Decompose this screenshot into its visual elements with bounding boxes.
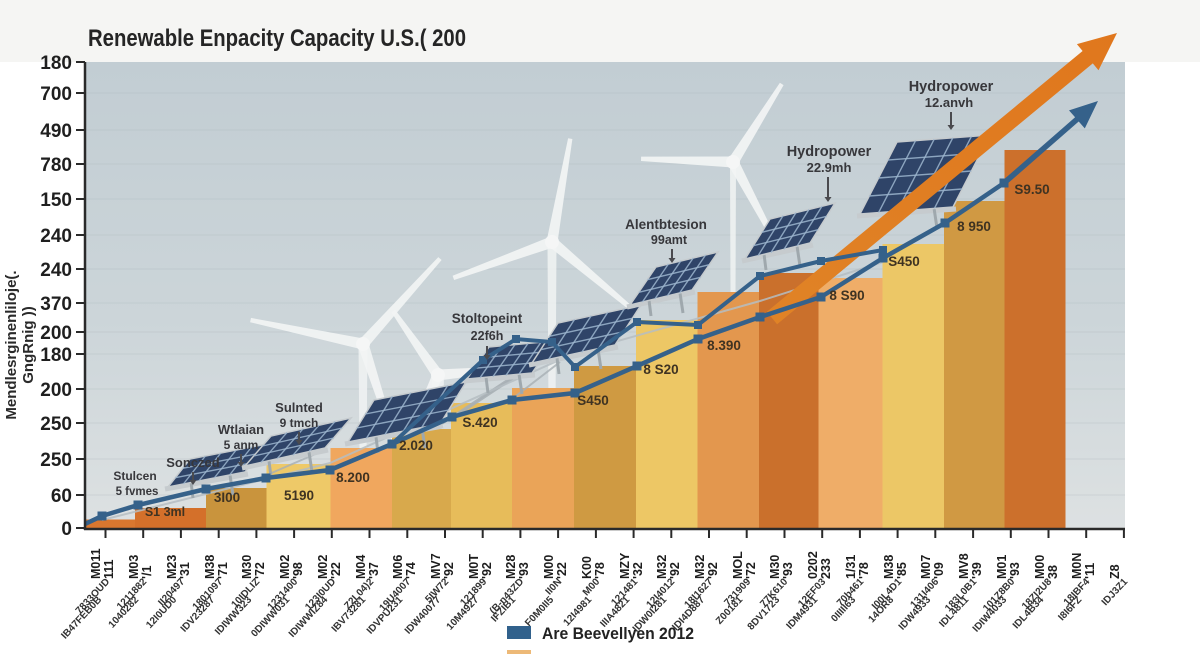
svg-text:780: 780 [40,155,72,176]
svg-text:240: 240 [40,260,72,281]
svg-text:MOL'72: MOL'72 [731,551,758,579]
svg-text:K00'78: K00'78 [580,556,607,579]
svg-text:M0T'92: M0T'92 [467,554,494,579]
svg-text:8.390: 8.390 [707,338,741,353]
svg-text:MV8'39: MV8'39 [957,553,984,579]
svg-text:5190: 5190 [284,488,314,503]
svg-text:Wtlaian: Wtlaian [218,422,264,437]
svg-text:0: 0 [61,519,72,540]
svg-text:99amt: 99amt [651,233,688,247]
svg-text:M32'92: M32'92 [693,555,720,579]
svg-text:180: 180 [40,345,72,366]
svg-text:12.anvh: 12.anvh [925,95,973,110]
svg-text:490: 490 [40,121,72,142]
svg-text:M04'37: M04'37 [354,555,381,579]
svg-text:Renewable Enpacity Capacity U.: Renewable Enpacity Capacity U.S.( 200 [88,25,466,52]
svg-text:M02'22: M02'22 [316,555,343,579]
svg-text:250: 250 [40,450,72,471]
svg-text:MV7'92: MV7'92 [429,553,456,579]
svg-text:S450: S450 [577,393,609,408]
svg-text:M38'85: M38'85 [882,555,909,579]
svg-text:Are Beevellyen 2012: Are Beevellyen 2012 [542,624,694,643]
svg-text:S.420: S.420 [462,415,497,430]
svg-text:5 fvmes: 5 fvmes [116,486,159,498]
svg-text:700: 700 [40,84,72,105]
svg-text:60: 60 [51,486,72,507]
svg-text:M03'/1: M03'/1 [127,555,154,579]
svg-text:M30'93: M30'93 [768,555,795,579]
svg-text:8 950: 8 950 [957,219,991,234]
svg-text:M011111: M011111 [89,548,116,579]
svg-text:Sulnted: Sulnted [275,400,323,415]
svg-text:M23'31: M23'31 [165,555,192,579]
svg-text:22f6h: 22f6h [471,329,504,343]
svg-text:5 anm: 5 anm [224,438,259,452]
svg-text:Mendlesrginenliloje(.: Mendlesrginenliloje(. [3,270,20,419]
svg-text:8 S90: 8 S90 [829,288,864,303]
svg-text:M01'93: M01'93 [995,555,1022,579]
svg-text:9 tmch: 9 tmch [280,416,319,430]
svg-text:8.200: 8.200 [336,470,370,485]
svg-text:2.020: 2.020 [399,438,433,453]
svg-text:240: 240 [40,226,72,247]
svg-text:Hydropower: Hydropower [909,79,994,95]
svg-text:Stulcen: Stulcen [113,469,156,483]
svg-text:GngRnig )): GngRnig )) [20,306,37,383]
svg-text:Sonczed: Sonczed [166,455,220,470]
svg-text:250: 250 [40,414,72,435]
svg-text:M00'22: M00'22 [542,555,569,579]
svg-text:M30'72: M30'72 [240,555,267,579]
svg-text:1/31'78: 1/31'78 [844,555,871,579]
svg-text:Alentbtesion: Alentbtesion [625,217,707,232]
svg-text:MZY'32: MZY'32 [618,552,645,579]
svg-text:M02'98: M02'98 [278,555,305,579]
svg-text:22.9mh: 22.9mh [807,160,852,175]
svg-text:180: 180 [40,53,72,74]
svg-text:370: 370 [40,294,72,315]
svg-text:M38'71: M38'71 [203,555,230,579]
svg-text:0202233: 0202233 [806,551,833,579]
svg-text:M06'74: M06'74 [391,555,418,579]
svg-text:M28'93: M28'93 [504,555,531,579]
svg-text:3I00: 3I00 [214,490,240,505]
svg-text:M07'09: M07'09 [919,555,946,579]
svg-text:150: 150 [40,190,72,211]
svg-text:Stoltopeint: Stoltopeint [452,311,523,326]
svg-text:S9.50: S9.50 [1014,182,1049,197]
svg-text:200: 200 [40,380,72,401]
svg-text:M0038: M0038 [1033,555,1060,579]
svg-text:S1 3ml: S1 3ml [145,505,185,519]
svg-text:Hydropower: Hydropower [787,144,872,160]
svg-text:M0N'11: M0N'11 [1070,553,1097,579]
svg-text:200: 200 [40,323,72,344]
svg-text:S450: S450 [888,254,920,269]
svg-text:M32'92: M32'92 [655,555,682,579]
svg-text:Z8: Z8 [1108,564,1122,579]
svg-text:8 S20: 8 S20 [643,362,678,377]
